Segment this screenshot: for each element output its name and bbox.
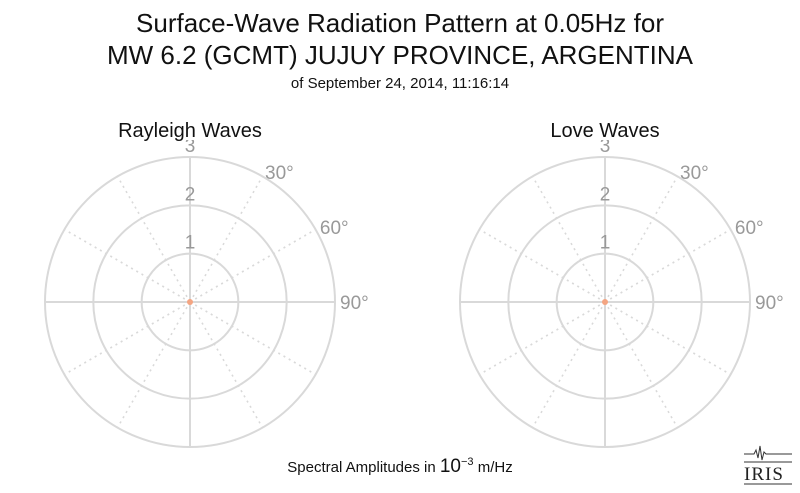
rayleigh-angular-tick-label-30: 30° — [265, 163, 294, 184]
love-spoke-120 — [604, 301, 731, 376]
amplitude-units-label: Spectral Amplitudes in 10−3 m/Hz — [0, 451, 800, 479]
rayleigh-spoke-300 — [64, 228, 191, 303]
love-spoke-210 — [531, 301, 606, 428]
love-spoke-300 — [479, 228, 606, 303]
polar-charts: 1 2 3 30° 60° 90° 1 2 3 30° 60° 90° — [44, 140, 784, 448]
rayleigh-spoke-60 — [189, 228, 316, 303]
rayleigh-data-point-0-0 — [187, 299, 193, 305]
rayleigh-radial-tick-label-1: 1 — [185, 233, 196, 254]
amplitude-label-base: 10 — [439, 456, 461, 477]
iris-logo-icon — [744, 445, 792, 485]
love-spoke-240 — [479, 301, 606, 376]
love-angular-tick-label-90: 90° — [755, 293, 784, 314]
rayleigh-panel-title: Rayleigh Waves — [118, 120, 262, 142]
love-radial-tick-label-3: 3 — [600, 140, 611, 157]
love-radial-tick-label-2: 2 — [600, 184, 611, 205]
rayleigh-spoke-150 — [189, 301, 264, 428]
amplitude-label-exponent: −3 — [461, 456, 474, 468]
love-spoke-30 — [604, 176, 679, 303]
rayleigh-spoke-120 — [189, 301, 316, 376]
love-data-point-0-0 — [602, 299, 608, 305]
rayleigh-angular-tick-label-90: 90° — [340, 293, 369, 314]
iris-logo-text: IRIS — [744, 464, 784, 485]
chart-subtitle: of September 24, 2014, 11:16:14 — [290, 75, 510, 92]
rayleigh-spoke-30 — [189, 176, 264, 303]
love-angular-tick-label-60: 60° — [735, 218, 764, 239]
love-panel-title: Love Waves — [550, 120, 660, 142]
rayleigh-spoke-330 — [116, 176, 191, 303]
rayleigh-radial-tick-label-2: 2 — [185, 184, 196, 205]
love-radial-tick-label-1: 1 — [600, 233, 611, 254]
chart-title-line1: Surface-Wave Radiation Pattern at 0.05Hz… — [136, 8, 664, 38]
chart-title-line2: MW 6.2 (GCMT) JUJUY PROVINCE, ARGENTINA — [106, 40, 693, 70]
love-spoke-150 — [604, 301, 679, 428]
rayleigh-spoke-210 — [116, 301, 191, 428]
rayleigh-radial-tick-label-3: 3 — [185, 140, 196, 157]
love-spoke-60 — [604, 228, 731, 303]
amplitude-label-unit: m/Hz — [473, 459, 513, 476]
love-angular-tick-label-30: 30° — [680, 163, 709, 184]
love-spoke-330 — [531, 176, 606, 303]
rayleigh-angular-tick-label-60: 60° — [320, 218, 349, 239]
rayleigh-spoke-240 — [64, 301, 191, 376]
amplitude-label-prefix: Spectral Amplitudes in — [287, 459, 440, 476]
